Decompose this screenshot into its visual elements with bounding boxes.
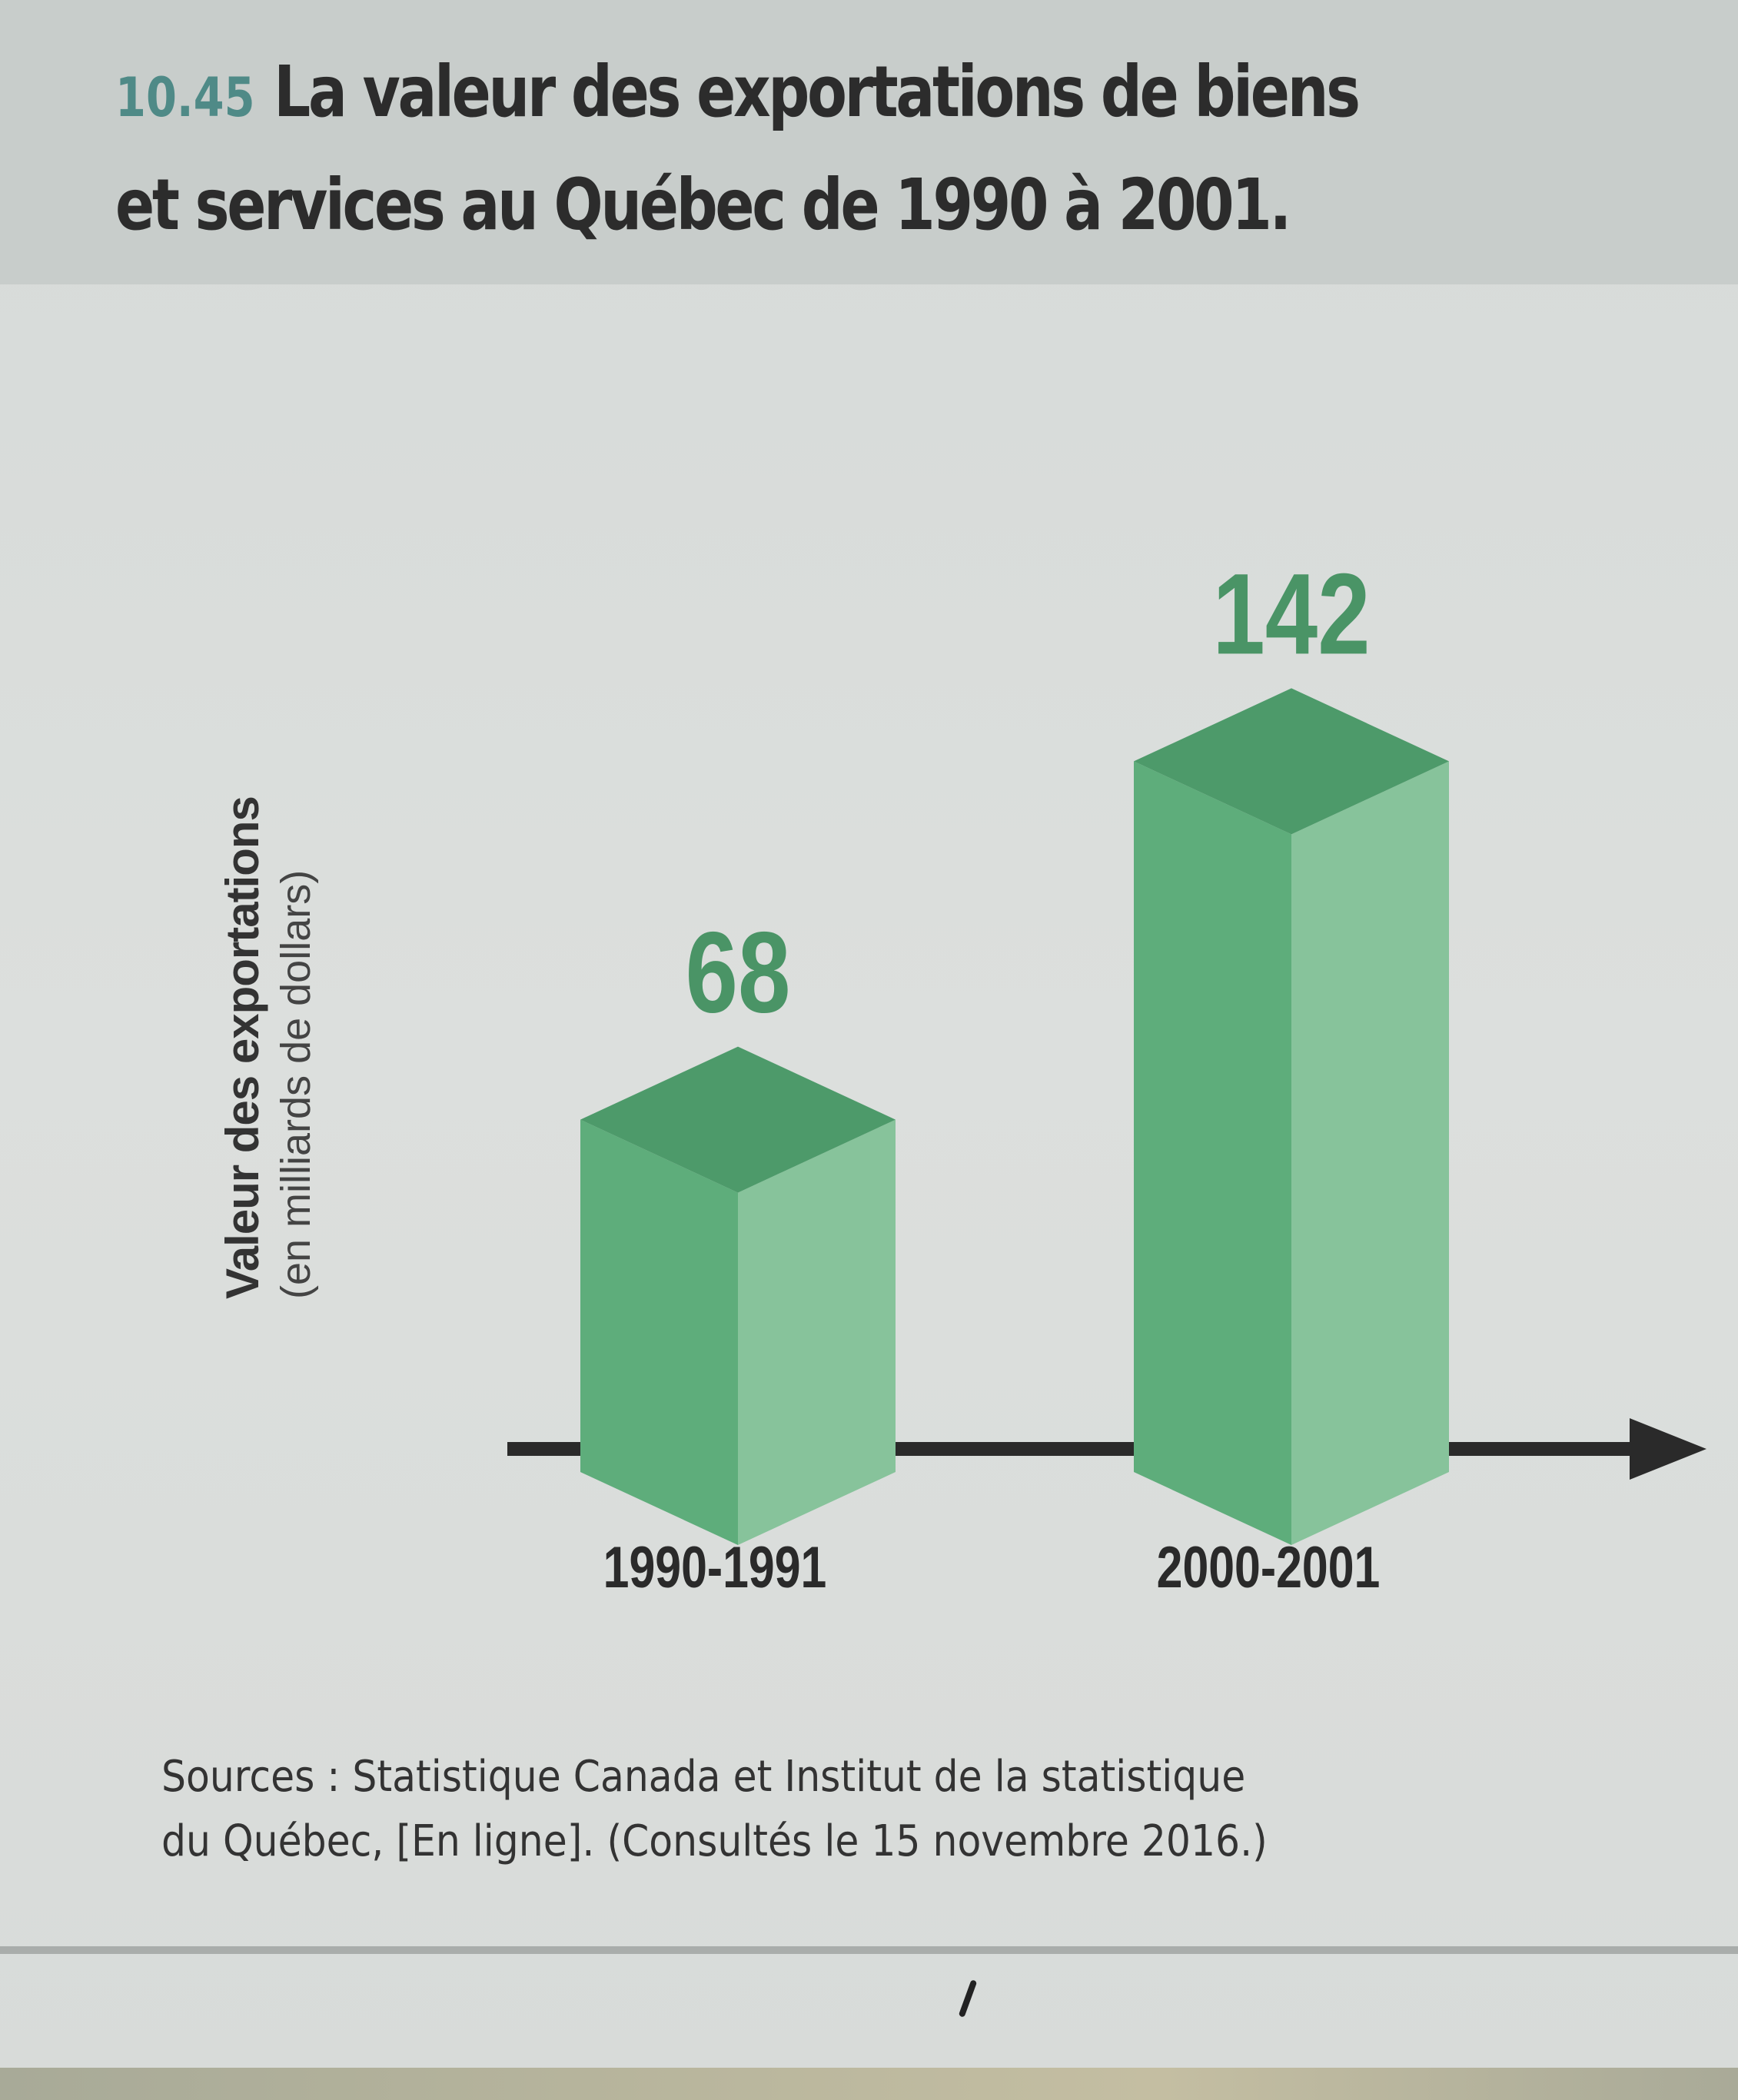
y-axis-label: Valeur des exportations (en milliards de… [215, 796, 321, 1299]
y-axis-label-main: Valeur des exportations [217, 796, 268, 1299]
y-axis-label-sub: (en milliards de dollars) [273, 869, 319, 1299]
value-label-1: 142 [1212, 550, 1370, 679]
title-band [0, 0, 1738, 284]
category-label-1: 2000-2001 [1157, 1535, 1381, 1600]
source-note: Sources : Statistique Canada et Institut… [161, 1745, 1476, 1874]
desk-edge [0, 2068, 1738, 2100]
figure-number: 10.45 [115, 66, 255, 129]
category-label-0: 1990-1991 [603, 1535, 827, 1600]
bar-front-face-0 [580, 1119, 738, 1545]
pen-mark [958, 1979, 978, 2018]
bar-chart: 68 1990-1991 142 2000-2001 [507, 550, 1706, 1600]
bar-front-face-1 [1134, 761, 1291, 1545]
x-axis-arrow-icon [1630, 1418, 1706, 1480]
figure-title: 10.45 La valeur des exportations de biens… [115, 38, 1414, 259]
bar-side-face-1 [1291, 761, 1449, 1545]
value-label-0: 68 [686, 909, 791, 1037]
title-line-2: et services au Québec de 1990 à 2001. [115, 164, 1291, 246]
bar-top-face-0 [580, 1046, 896, 1193]
source-line-1: Sources : Statistique Canada et Institut… [161, 1752, 1246, 1802]
title-line-1: La valeur des exportations de biens [274, 51, 1361, 133]
bar-side-face-0 [738, 1119, 896, 1545]
bar-top-face-1 [1134, 688, 1449, 835]
page-divider [0, 1946, 1738, 1954]
source-line-2: du Québec, [En ligne]. (Consultés le 15 … [161, 1816, 1268, 1866]
